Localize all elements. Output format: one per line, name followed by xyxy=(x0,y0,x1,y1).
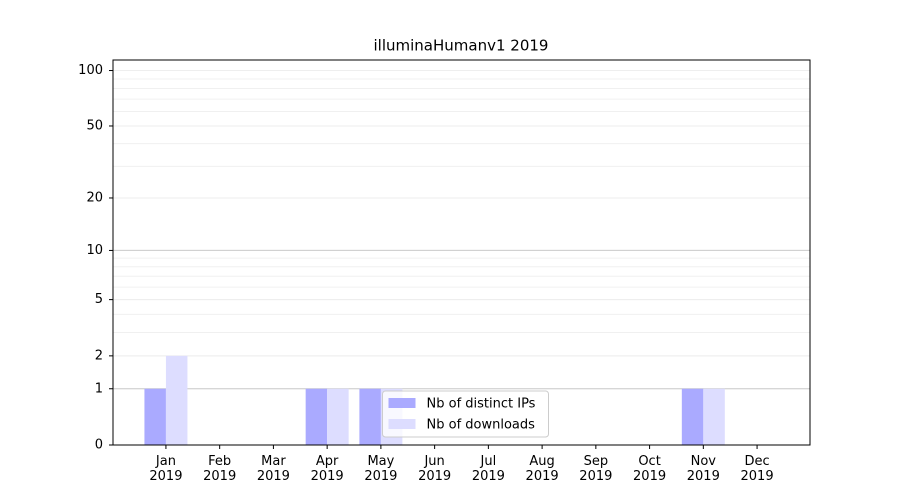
y-tick-label: 20 xyxy=(86,190,103,205)
bar xyxy=(327,388,349,445)
bar xyxy=(305,388,328,445)
y-tick-label: 100 xyxy=(78,63,103,78)
y-tick-label: 10 xyxy=(86,243,103,258)
bar xyxy=(144,388,166,445)
x-tick-label: Jun 2019 xyxy=(418,454,452,484)
bar xyxy=(681,388,704,445)
bar xyxy=(165,355,188,445)
x-tick-label: Dec 2019 xyxy=(740,454,774,484)
y-tick-label: 2 xyxy=(95,348,103,363)
legend-swatch xyxy=(388,419,416,429)
x-tick-label: Jul 2019 xyxy=(471,454,505,484)
legend-label: Nb of downloads xyxy=(427,418,536,433)
legend-swatch xyxy=(388,398,416,408)
x-tick-label: Jan 2019 xyxy=(149,454,183,484)
chart-title: illuminaHumanv1 2019 xyxy=(374,37,549,55)
legend-box xyxy=(382,390,549,438)
y-tick-label: 1 xyxy=(95,381,103,396)
x-tick-label: Apr 2019 xyxy=(310,454,344,484)
y-tick-label: 50 xyxy=(86,118,103,133)
bar xyxy=(703,388,725,445)
x-tick-label: Oct 2019 xyxy=(633,454,667,484)
y-tick-label: 0 xyxy=(95,438,103,453)
x-tick-label: Nov 2019 xyxy=(686,454,720,484)
legend-label: Nb of distinct IPs xyxy=(427,397,536,412)
plot-frame xyxy=(112,59,811,446)
y-tick-label: 5 xyxy=(95,292,103,307)
bar xyxy=(359,388,381,445)
x-tick-label: Mar 2019 xyxy=(256,454,290,484)
x-tick-label: Sep 2019 xyxy=(579,454,613,484)
x-tick-label: Aug 2019 xyxy=(525,454,559,484)
x-tick-label: May 2019 xyxy=(364,454,398,484)
x-tick-label: Feb 2019 xyxy=(203,454,237,484)
